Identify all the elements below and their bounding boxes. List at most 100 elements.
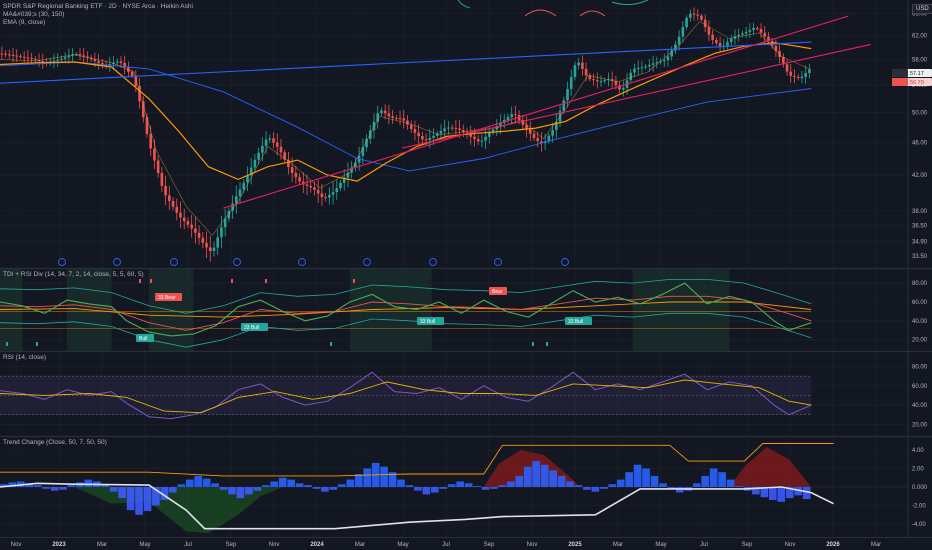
tdi-signal-text: Bear (492, 289, 503, 295)
trend-hist-bar (169, 487, 177, 493)
trend-hist-bar (566, 481, 574, 487)
trend-hist-bar (380, 466, 388, 487)
candle-body (432, 135, 435, 138)
trend-tick-label: -4.00 (912, 522, 926, 528)
x-tick-label: May (655, 542, 666, 548)
tdi-shade (0, 269, 23, 351)
candle-body (123, 62, 126, 68)
x-tick-label: 2026 (826, 542, 840, 548)
price-tick-label: 50.00 (912, 111, 928, 117)
candle-body (540, 141, 543, 144)
trend-hist-bar (152, 487, 160, 506)
x-tick-label: Sep (484, 542, 495, 548)
rsi-ma-line (0, 379, 812, 414)
trend-green-area (74, 487, 283, 534)
x-tick-label: May (397, 542, 408, 548)
candle-body (376, 113, 380, 122)
candle-body (744, 31, 748, 34)
trend-hist-bar (532, 461, 541, 487)
currency-badge[interactable]: USD (912, 4, 932, 14)
candle-body (380, 110, 383, 114)
candle-body (30, 58, 33, 60)
annotation-arc (611, 0, 649, 6)
tdi-tick-label: 80.00 (912, 281, 928, 287)
candle-body (662, 60, 666, 62)
trend-hist-bar (498, 485, 507, 487)
candle-body (279, 146, 283, 153)
candle-body (692, 13, 696, 15)
trend-hist-bar (25, 483, 34, 487)
candle-body (63, 57, 67, 59)
candle-body (119, 61, 123, 63)
candle-body (804, 73, 807, 77)
candle-body (700, 15, 703, 20)
candle-body (584, 68, 588, 76)
trend-hist-bar (126, 487, 135, 511)
tdi-dot (6, 342, 8, 346)
candle-body (525, 124, 528, 130)
candle-body (272, 138, 275, 143)
x-tick-label: Jul (700, 542, 708, 548)
trend-hist-bar (752, 487, 760, 495)
trend-hist-bar (8, 482, 17, 487)
rsi-tick-label: 20.00 (912, 422, 928, 428)
candle-body (785, 64, 789, 72)
tdi-signal-text: 33 Bull (420, 319, 435, 325)
trend-hist-bar (219, 487, 228, 490)
candle-body (726, 42, 729, 46)
candle-body (372, 121, 376, 131)
tdi-dot (139, 279, 141, 283)
price-tick-label: 34.90 (912, 239, 928, 245)
trend-hist-bar (633, 464, 642, 487)
trend-hist-bar (549, 470, 557, 487)
ema-legend: EMA (9, close) (3, 19, 46, 26)
trend-hist-bar (473, 486, 481, 487)
candle-body (737, 34, 740, 37)
trend-hist-bar (414, 487, 422, 491)
candle-body (361, 147, 365, 156)
candle-body (205, 242, 208, 248)
candle-body (428, 137, 432, 140)
trend-hist-bar (397, 479, 405, 487)
trend-hist-bar (185, 479, 194, 487)
trend-hist-bar (422, 487, 431, 495)
x-tick-label: Nov (11, 542, 22, 548)
x-tick-label: Sep (742, 542, 753, 548)
dividend-marker (363, 258, 371, 266)
candle-body (175, 206, 179, 213)
tdi-dot (353, 279, 355, 283)
x-tick-label: Nov (785, 542, 796, 548)
candle-body (231, 203, 234, 211)
candle-body (458, 128, 461, 130)
candle-body (748, 29, 752, 32)
candle-body (350, 167, 353, 173)
trend-hist-bar (447, 484, 456, 487)
candle-body (60, 58, 63, 60)
candle-body (8, 54, 11, 56)
trend-hist-bar (616, 479, 625, 487)
trend-hist-bar (574, 485, 583, 487)
candle-body (246, 175, 249, 183)
candle-body (41, 61, 45, 63)
candle-body (618, 85, 621, 90)
candle-body (67, 55, 71, 58)
rsi-tick-label: 80.00 (912, 364, 928, 370)
candle-body (4, 53, 7, 55)
candle-body (275, 142, 279, 147)
x-tick-label: Jul (184, 542, 192, 548)
price-tag-label: 56.70 (910, 80, 924, 86)
candle-body (454, 128, 458, 130)
price-tick-label: 36.50 (912, 223, 928, 229)
trend-hist-bar (456, 481, 464, 487)
candle-body (261, 146, 264, 153)
candle-body (763, 32, 767, 37)
trend-hist-bar (363, 468, 372, 487)
candle-body (86, 56, 89, 58)
candle-body (592, 79, 595, 81)
price-tick-label: 42.00 (912, 173, 928, 179)
trend-hist-bar (583, 487, 591, 490)
trend-hist-bar (439, 487, 448, 489)
trend-hist-bar (338, 484, 346, 487)
